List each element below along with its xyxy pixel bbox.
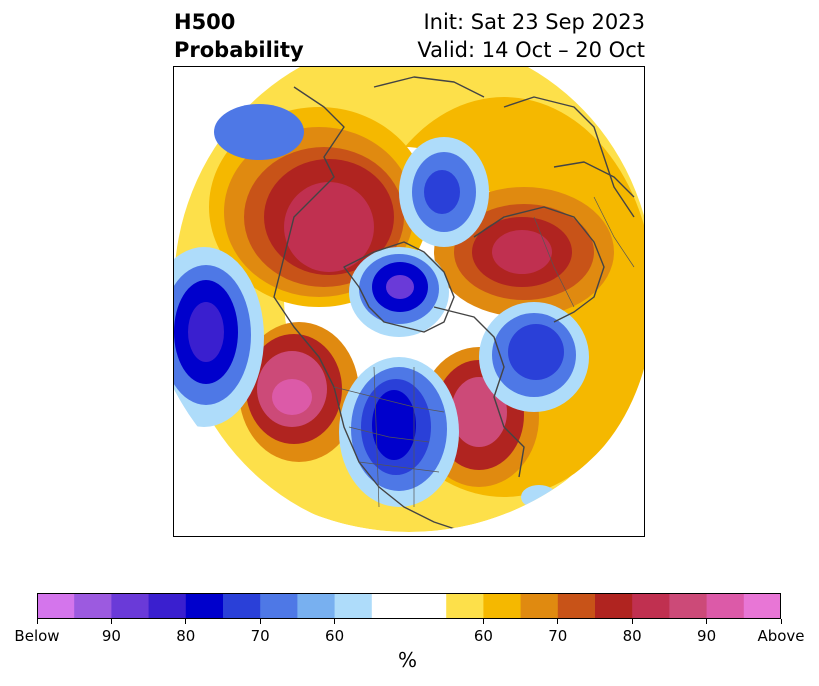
colorbar-tick-label: 80 — [176, 627, 196, 645]
colorbar-tick-mark — [110, 619, 112, 624]
title-line-1: H500 — [174, 10, 236, 34]
colorbar-tick-mark — [482, 619, 484, 624]
map-title: H500 Probability — [174, 8, 304, 64]
colorbar-swatch — [520, 593, 559, 619]
colorbar-swatch — [669, 593, 708, 619]
colorbar-tick-mark — [706, 619, 708, 624]
colorbar-tick-label: 70 — [250, 627, 270, 645]
colorbar-tick-label: Above — [757, 627, 805, 645]
above-anomaly-ne-pacific — [239, 322, 359, 462]
colorbar-tick-mark — [631, 619, 633, 624]
colorbar-swatch — [706, 593, 745, 619]
colorbar-swatch — [260, 593, 298, 619]
colorbar-tick-mark — [557, 619, 559, 624]
coastlines — [273, 76, 635, 532]
below-anomaly-west-pacific — [174, 247, 264, 427]
colorbar-tick-label: 90 — [697, 627, 717, 645]
borders — [333, 196, 635, 508]
colorbar-swatch — [37, 593, 75, 619]
colorbar-swatch — [111, 593, 150, 619]
below-anomaly-north-america — [339, 357, 459, 507]
colorbar-tick-label: Below — [14, 627, 60, 645]
colorbar-tick-mark — [334, 619, 336, 624]
colorbar-tick-mark — [185, 619, 187, 624]
colorbar-swatch — [74, 593, 112, 619]
colorbar-tick-mark — [36, 619, 38, 624]
valid-range: Valid: 14 Oct – 20 Oct — [417, 38, 645, 62]
init-date: Init: Sat 23 Sep 2023 — [423, 10, 645, 34]
colorbar-swatch — [185, 593, 224, 619]
title-line-2: Probability — [174, 38, 304, 62]
below-anomaly-bering-sea — [214, 104, 304, 160]
date-info: Init: Sat 23 Sep 2023 Valid: 14 Oct – 20… — [417, 8, 645, 64]
colorbar-swatch — [148, 593, 187, 619]
colorbar-tick-label: 70 — [548, 627, 568, 645]
colorbar — [37, 593, 781, 619]
colorbar-swatch — [483, 593, 522, 619]
colorbar-tick-label: 60 — [473, 627, 493, 645]
below-anomaly-north-atlantic — [479, 302, 589, 412]
colorbar-swatch — [743, 593, 781, 619]
colorbar-swatch — [371, 593, 410, 619]
colorbar-tick-mark — [780, 619, 782, 624]
colorbar-swatch — [223, 593, 261, 619]
map-canvas — [174, 67, 644, 536]
colorbar-swatch — [409, 593, 447, 619]
below-anomaly-arctic — [349, 247, 449, 337]
colorbar-swatch — [557, 593, 596, 619]
colorbar-tick-label: 80 — [622, 627, 642, 645]
colorbar-swatch — [632, 593, 670, 619]
colorbar-tick-mark — [259, 619, 261, 624]
colorbar-swatch — [446, 593, 484, 619]
hemisphere-outside — [174, 67, 644, 536]
colorbar-tick-label: 60 — [325, 627, 345, 645]
colorbar-tick-label: 90 — [101, 627, 121, 645]
below-anomaly-siberia — [399, 137, 489, 247]
colorbar-swatch — [297, 593, 336, 619]
probability-map — [173, 66, 645, 537]
colorbar-swatch — [595, 593, 633, 619]
colorbar-unit: % — [398, 648, 418, 672]
colorbar-swatch — [334, 593, 373, 619]
